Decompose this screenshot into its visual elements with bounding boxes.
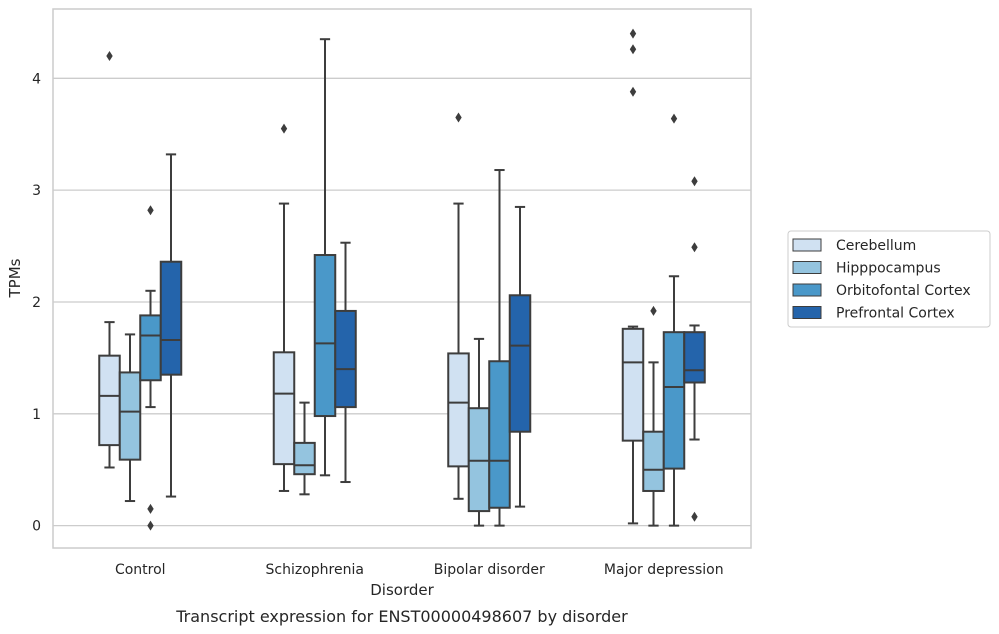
outlier-point: [691, 242, 698, 253]
box-1-3: [642, 305, 665, 527]
x-axis: Control Schizophrenia Bipolar disorder Majo…: [115, 562, 724, 578]
box-3-3: [683, 176, 706, 522]
legend-swatch: [792, 261, 822, 274]
outlier-point: [147, 520, 154, 531]
box-0-1: [272, 123, 296, 492]
outlier-point: [629, 86, 637, 97]
x-tick-label: Control: [115, 562, 166, 578]
legend-label: Cerebellum: [836, 238, 916, 254]
y-tick-label: 2: [32, 295, 41, 311]
box-body: [139, 314, 162, 382]
x-tick-label: Schizophrenia: [266, 562, 364, 578]
legend-swatch: [792, 306, 822, 319]
x-axis-title: Disorder: [370, 581, 434, 599]
box-body: [118, 371, 142, 461]
y-tick-label: 4: [32, 71, 41, 87]
outlier-point: [691, 511, 698, 522]
outlier-point: [147, 205, 154, 216]
outlier-point: [629, 28, 637, 39]
legend-label: Hipppocampus: [836, 261, 941, 277]
box-body: [334, 309, 357, 409]
y-axis: 0 1 2 3 4: [32, 71, 41, 534]
box-2-0: [139, 205, 162, 531]
x-tick-label: Bipolar disorder: [434, 562, 545, 578]
box-body: [621, 327, 645, 442]
outlier-point: [650, 305, 657, 316]
box-body: [98, 354, 121, 447]
outlier-point: [280, 123, 288, 134]
box-body: [467, 407, 491, 513]
box-1-1: [293, 401, 316, 496]
outlier-point: [147, 503, 154, 514]
box-body: [447, 352, 470, 468]
box-body: [662, 331, 686, 470]
box-body: [642, 430, 665, 492]
legend-label: Orbitofontal Cortex: [836, 283, 971, 299]
box-2-2: [488, 169, 511, 527]
legend-swatch: [792, 283, 822, 297]
box-body: [508, 294, 532, 433]
box-0-3: [621, 28, 645, 525]
y-tick-label: 3: [32, 183, 41, 199]
outlier-point: [629, 44, 637, 55]
legend: Cerebellum Hipppocampus Orbitofontal Corte…: [787, 230, 991, 328]
box-3-2: [508, 205, 532, 508]
box-body: [683, 331, 706, 384]
y-tick-label: 0: [32, 519, 41, 535]
box-body: [488, 360, 511, 509]
box-body: [293, 441, 316, 476]
x-tick-label: Major depression: [604, 562, 724, 578]
legend-frame: [787, 230, 991, 328]
box-0-2: [447, 112, 470, 500]
outlier-point: [106, 50, 113, 61]
box-3-1: [334, 241, 357, 484]
chart-caption: Transcript expression for ENST0000049860…: [175, 607, 628, 626]
box-body: [313, 254, 337, 418]
outlier-point: [670, 113, 678, 124]
y-tick-label: 1: [32, 407, 41, 423]
legend-swatch: [792, 238, 822, 252]
boxes: [98, 28, 706, 531]
y-axis-title: TPMs: [6, 258, 24, 298]
box-1-0: [118, 333, 142, 503]
outlier-point: [455, 112, 462, 123]
box-body: [159, 260, 183, 376]
box-1-2: [467, 337, 491, 527]
box-0-0: [98, 50, 121, 469]
box-2-3: [662, 113, 686, 527]
legend-label: Prefrontal Cortex: [836, 306, 955, 322]
plot-area: [52, 8, 752, 549]
outlier-point: [691, 176, 698, 187]
box-3-0: [159, 153, 183, 498]
box-body: [272, 351, 296, 466]
box-2-1: [313, 38, 337, 477]
